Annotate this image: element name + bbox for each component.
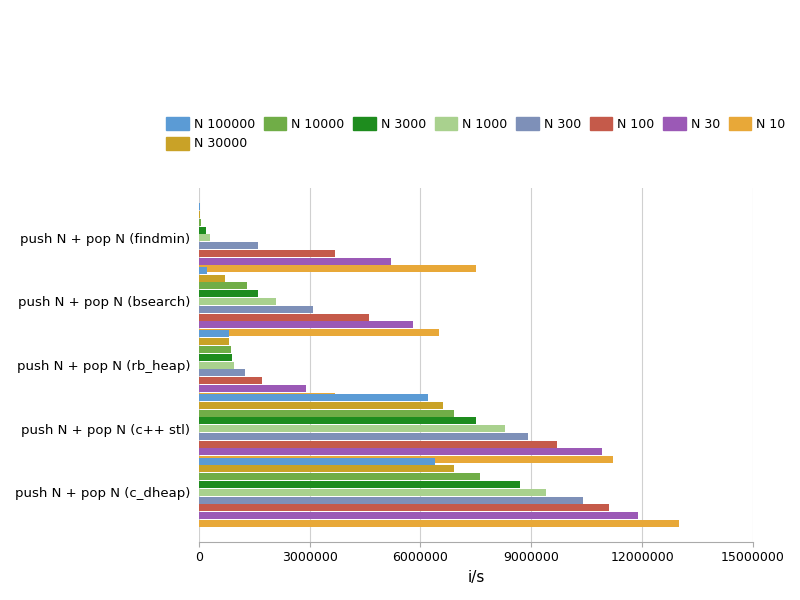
Bar <box>198 385 306 392</box>
Bar <box>198 481 520 488</box>
Bar <box>198 242 258 249</box>
Bar <box>198 456 613 463</box>
Legend: N 100000, N 30000, N 10000, N 3000, N 1000, N 300, N 100, N 30, N 10: N 100000, N 30000, N 10000, N 3000, N 10… <box>166 117 786 151</box>
Bar <box>198 283 246 289</box>
Bar <box>198 370 245 376</box>
Bar <box>198 441 557 448</box>
Bar <box>198 338 230 345</box>
Bar <box>198 362 234 368</box>
Bar <box>198 211 200 218</box>
Bar <box>198 203 200 210</box>
Bar <box>198 267 207 274</box>
Bar <box>198 250 335 257</box>
Bar <box>198 418 476 424</box>
Bar <box>198 346 231 353</box>
Bar <box>198 331 229 337</box>
Bar <box>198 473 479 480</box>
Bar <box>198 354 232 361</box>
Bar <box>198 505 609 511</box>
Bar <box>198 321 413 328</box>
Bar <box>198 410 454 416</box>
Bar <box>198 458 435 464</box>
Bar <box>198 314 369 320</box>
Bar <box>198 520 679 527</box>
Bar <box>198 265 476 272</box>
Bar <box>198 394 428 401</box>
Bar <box>198 275 225 281</box>
Bar <box>198 227 206 233</box>
Bar <box>198 306 314 313</box>
Bar <box>198 219 202 226</box>
Bar <box>198 235 210 241</box>
Bar <box>198 290 258 297</box>
Bar <box>198 489 546 496</box>
Bar <box>198 392 335 400</box>
Bar <box>198 466 454 472</box>
Bar <box>198 257 391 265</box>
Bar <box>198 448 602 455</box>
Bar <box>198 377 262 384</box>
X-axis label: i/s: i/s <box>467 570 485 585</box>
Bar <box>198 402 442 409</box>
Bar <box>198 329 439 336</box>
Bar <box>198 425 506 432</box>
Bar <box>198 298 276 305</box>
Bar <box>198 433 528 440</box>
Bar <box>198 497 583 503</box>
Bar <box>198 512 638 519</box>
